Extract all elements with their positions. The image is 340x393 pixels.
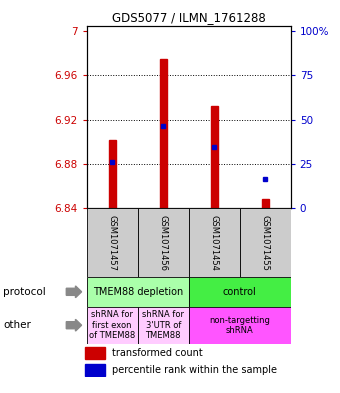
Text: GSM1071456: GSM1071456 (159, 215, 168, 271)
Text: GSM1071455: GSM1071455 (261, 215, 270, 271)
Bar (87, 208, 138, 277)
Text: percentile rank within the sample: percentile rank within the sample (112, 365, 277, 375)
Bar (262, 199, 269, 208)
Bar (85, 347, 105, 359)
Text: non-targetting
shRNA: non-targetting shRNA (209, 316, 270, 335)
Bar (240, 208, 291, 277)
Bar (109, 140, 116, 208)
Text: transformed count: transformed count (112, 348, 203, 358)
Bar (189, 208, 240, 277)
Text: other: other (3, 320, 31, 330)
Text: protocol: protocol (3, 287, 46, 297)
Bar (87, 277, 189, 307)
Bar (189, 307, 291, 344)
Bar (138, 307, 189, 344)
Bar (138, 208, 189, 277)
Bar (160, 59, 167, 208)
Bar (87, 307, 138, 344)
Bar (189, 277, 291, 307)
Text: TMEM88 depletion: TMEM88 depletion (92, 287, 183, 297)
Text: shRNA for
first exon
of TMEM88: shRNA for first exon of TMEM88 (89, 310, 135, 340)
Title: GDS5077 / ILMN_1761288: GDS5077 / ILMN_1761288 (112, 11, 266, 24)
Text: GSM1071454: GSM1071454 (210, 215, 219, 271)
Bar (210, 107, 218, 208)
Bar (85, 364, 105, 376)
Text: GSM1071457: GSM1071457 (108, 215, 117, 271)
Text: control: control (223, 287, 257, 297)
Text: shRNA for
3'UTR of
TMEM88: shRNA for 3'UTR of TMEM88 (142, 310, 184, 340)
